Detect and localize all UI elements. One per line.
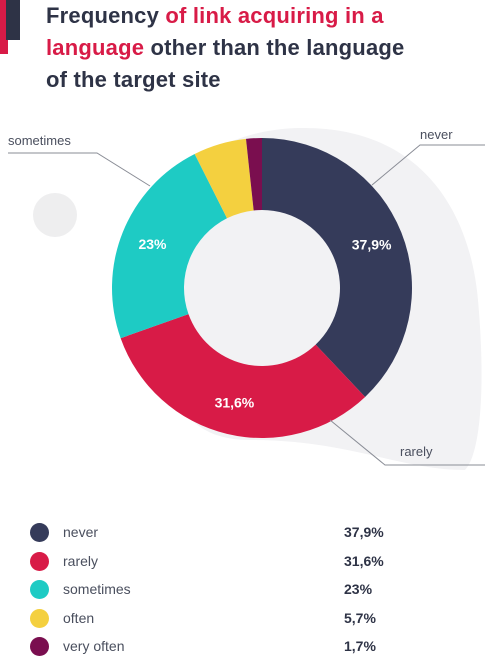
callout-label-rarely: rarely (400, 444, 433, 459)
legend-swatch (30, 580, 49, 599)
legend-row-often: often 5,7% (0, 606, 495, 632)
callout-line-sometimes (8, 152, 151, 187)
title-part-5: of the target site (46, 67, 221, 92)
legend-label: often (63, 609, 95, 626)
legend-swatch (30, 637, 49, 656)
legend-swatch (30, 523, 49, 542)
donut-chart: 37,9% 31,6% 23% never rarely sometimes (8, 127, 485, 470)
donut-slice-very-often (245, 138, 262, 211)
title-part-3: language (46, 35, 145, 60)
donut-slice-rarely (120, 314, 366, 438)
legend-label: sometimes (63, 581, 131, 597)
background-dot (33, 193, 77, 237)
legend-value: 23% (344, 581, 373, 597)
donut-slice-never (262, 138, 413, 397)
legend-label: never (63, 524, 99, 540)
title-part-4: other than the language (144, 35, 405, 60)
slice-label-rarely: 31,6% (215, 395, 255, 411)
legend-value: 31,6% (344, 552, 384, 569)
slice-label-never: 37,9% (352, 236, 392, 252)
legend-label: very often (63, 638, 125, 654)
legend-label: rarely (63, 552, 99, 569)
legend-row-never: never 37,9% (0, 520, 495, 546)
donut-slice-often (194, 138, 254, 219)
accent-bar-dark (6, 0, 20, 40)
legend-value: 5,7% (344, 609, 376, 626)
slice-label-sometimes: 23% (138, 236, 167, 252)
callout-line-rarely (329, 419, 485, 466)
legend-swatch (30, 608, 49, 628)
callout-label-never: never (420, 127, 453, 142)
legend-swatch (30, 551, 49, 571)
accent-bar-red (0, 0, 8, 54)
title-part-1: Frequency (46, 3, 166, 28)
donut-slice-sometimes (112, 153, 227, 339)
callout-label-sometimes: sometimes (8, 133, 71, 148)
legend-row-rarely: rarely 31,6% (0, 549, 495, 575)
legend-row-very-often: very often 1,7% (0, 634, 495, 660)
chart-title: Frequency of link acquiring in a languag… (46, 0, 486, 96)
callout-line-never (371, 144, 485, 186)
legend-value: 37,9% (344, 524, 384, 540)
legend-row-sometimes: sometimes 23% (0, 577, 495, 603)
legend-value: 1,7% (344, 638, 376, 654)
title-part-2: of link acquiring in a (165, 3, 384, 28)
